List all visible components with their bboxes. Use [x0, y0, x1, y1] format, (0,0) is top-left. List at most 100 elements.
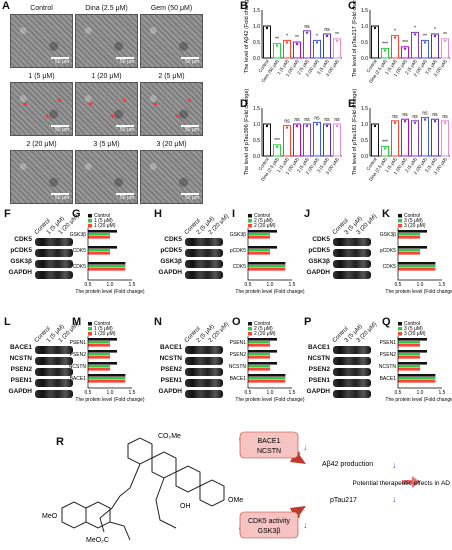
category-label: Control — [365, 59, 377, 74]
plaque-marker: ✦ — [152, 100, 159, 109]
methoxy-left-label: MeO — [42, 513, 58, 520]
scale-bar — [51, 193, 69, 195]
scale-bar — [116, 57, 134, 59]
protein-bar — [398, 246, 428, 249]
blot-band — [185, 346, 223, 354]
category-label: 1 (20 μM) — [393, 156, 408, 175]
blot-protein-label: BACE1 — [307, 344, 330, 351]
category-label: 2 (5 μM) — [404, 58, 418, 75]
legend-label: 3 (20 μM) — [404, 331, 426, 337]
effect-ptau217: pTau217 — [330, 497, 357, 504]
data-point — [305, 124, 309, 128]
protein-bar — [88, 356, 110, 359]
legend-swatch — [398, 224, 402, 228]
protein-label: NCSTN — [229, 364, 247, 370]
y-tick-label: 1.5 — [253, 8, 260, 14]
data-point — [295, 124, 299, 128]
data-point — [443, 39, 447, 42]
data-point — [383, 49, 387, 52]
data-point — [285, 41, 289, 44]
scale-label: 50 μm — [120, 195, 134, 201]
protein-bar — [248, 365, 270, 368]
protein-bar — [398, 380, 436, 383]
category-label: 3 (20 μM) — [325, 156, 340, 175]
panel-label-j: J — [304, 208, 311, 220]
x-axis-label: The protein level (Fold change) — [235, 397, 305, 403]
blot-protein-label: PSEN1 — [10, 377, 32, 384]
protein-label: BACE1 — [380, 376, 397, 382]
scale-label: 50 μm — [55, 59, 69, 65]
significance-label: ns — [334, 117, 340, 123]
micrograph-title: 1 (20 μM) — [91, 73, 122, 80]
y-tick-label: 0.5 — [253, 40, 260, 46]
blot-L: Control 1 (5 μM) 1 (20 μM) BACE1 NCSTN PSEN2 P… — [2, 322, 80, 399]
protein-label: PSEN1 — [380, 340, 397, 346]
protein-bar — [248, 233, 270, 236]
significance-label: ns — [402, 112, 408, 118]
x-axis-label: The protein level (Fold change) — [385, 397, 452, 403]
legend-swatch — [248, 214, 252, 218]
protein-bar — [88, 246, 118, 249]
micrograph-5: 2 (5 μM) 50 μm — [140, 73, 203, 136]
protein-bar — [398, 265, 436, 268]
hydroxyl-label: OH — [180, 503, 191, 510]
blot-protein-label: BACE1 — [159, 344, 182, 351]
bar — [401, 118, 409, 157]
micrograph-3: 1 (5 μM) 50 μm — [10, 73, 73, 136]
protein-bar — [398, 350, 428, 353]
scale-bar — [51, 125, 69, 127]
protein-bar — [88, 233, 110, 236]
down-arrow-1: ↓ — [303, 442, 308, 452]
x-tick-label: 0.5 — [395, 282, 402, 288]
legend-label: 2 (20 μM) — [254, 223, 276, 229]
protein-bar — [248, 236, 270, 239]
blot-band — [35, 346, 73, 354]
protein-bar — [398, 344, 420, 347]
box-top-line2: NCSTN — [257, 448, 281, 455]
panel-label-g: G — [72, 208, 81, 220]
category-label: 2 (5 μM) — [296, 156, 310, 173]
category-label: Dina (2.5 μM) — [368, 156, 388, 182]
protein-bar — [398, 356, 420, 359]
blot-band — [35, 260, 73, 268]
blot-protein-label: pCDK5 — [308, 247, 330, 254]
legend-swatch — [88, 214, 92, 218]
category-label: 1 (20 μM) — [285, 156, 300, 175]
significance-label: ** — [443, 32, 447, 38]
blot-band — [35, 238, 73, 246]
x-tick-label: 0.5 — [245, 390, 252, 396]
category-label: 3 (5 μM) — [316, 58, 330, 75]
bar — [441, 38, 449, 59]
bar — [313, 121, 321, 157]
plaque-marker: ✦ — [186, 96, 193, 105]
significance-label: *** — [402, 40, 408, 46]
data-point — [423, 118, 427, 121]
data-point — [373, 124, 377, 128]
protein-bar — [398, 262, 436, 265]
legend-swatch — [398, 332, 402, 336]
plaque-marker: ✦ — [22, 100, 29, 109]
category-label: 3 (20 μM) — [325, 58, 340, 77]
significance-label: * — [286, 33, 288, 39]
blot-protein-label: GSK3β — [160, 258, 182, 265]
protein-bar — [398, 377, 436, 380]
x-tick-label: 0.5 — [245, 282, 252, 288]
legend-swatch — [398, 327, 402, 331]
legend-swatch — [88, 327, 92, 331]
data-point — [315, 123, 319, 126]
protein-label: BACE1 — [230, 376, 247, 382]
legend-swatch — [88, 224, 92, 228]
micrograph-7: 3 (5 μM) 50 μm — [75, 141, 138, 204]
blot-protein-label: PSEN2 — [10, 366, 32, 373]
x-tick-label: 1.5 — [289, 282, 296, 288]
protein-bar — [398, 249, 420, 252]
legend-swatch — [398, 322, 402, 326]
data-point — [413, 33, 417, 36]
blot-protein-label: GAPDH — [8, 269, 32, 276]
legend-swatch — [248, 332, 252, 336]
bar — [431, 33, 439, 59]
